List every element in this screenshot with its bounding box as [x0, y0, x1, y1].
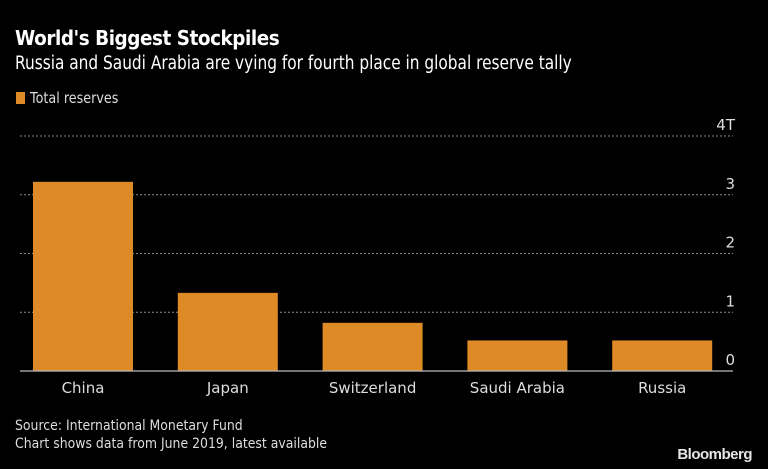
footer: Source: International Monetary Fund Char… [15, 417, 327, 453]
y-axis-ticks: 0 1 2 3 4T [716, 116, 736, 369]
x-tick-label: Saudi Arabia [470, 379, 565, 397]
x-tick-label: China [62, 379, 105, 397]
x-tick-label: Japan [206, 379, 249, 397]
gridlines [20, 135, 733, 313]
bar-china [33, 181, 133, 371]
x-axis-labels: China Japan Switzerland Saudi Arabia Russia [62, 379, 687, 397]
bar-switzerland [322, 322, 423, 371]
chart-subtitle: Russia and Saudi Arabia are vying for fo… [15, 53, 572, 74]
x-tick-label: Switzerland [329, 379, 417, 397]
bar-japan [177, 292, 278, 371]
y-tick-label: 4T [716, 116, 736, 134]
x-tick-label: Russia [638, 379, 686, 397]
y-tick-label: 3 [725, 175, 735, 193]
bar-saudi-arabia [467, 340, 568, 371]
y-tick-label: 0 [725, 351, 735, 369]
source-note: Source: International Monetary Fund [15, 418, 243, 434]
legend-swatch [16, 92, 25, 104]
data-note: Chart shows data from June 2019, latest … [15, 436, 328, 452]
bloomberg-logo: Bloomberg [677, 446, 752, 463]
bar-russia [612, 340, 713, 371]
y-tick-label: 2 [725, 234, 735, 252]
chart-title: World's Biggest Stockpiles [15, 26, 280, 50]
legend: Total reserves [16, 89, 134, 107]
y-tick-label: 1 [725, 292, 735, 310]
bars [33, 181, 713, 371]
legend-label: Total reserves [30, 89, 119, 107]
